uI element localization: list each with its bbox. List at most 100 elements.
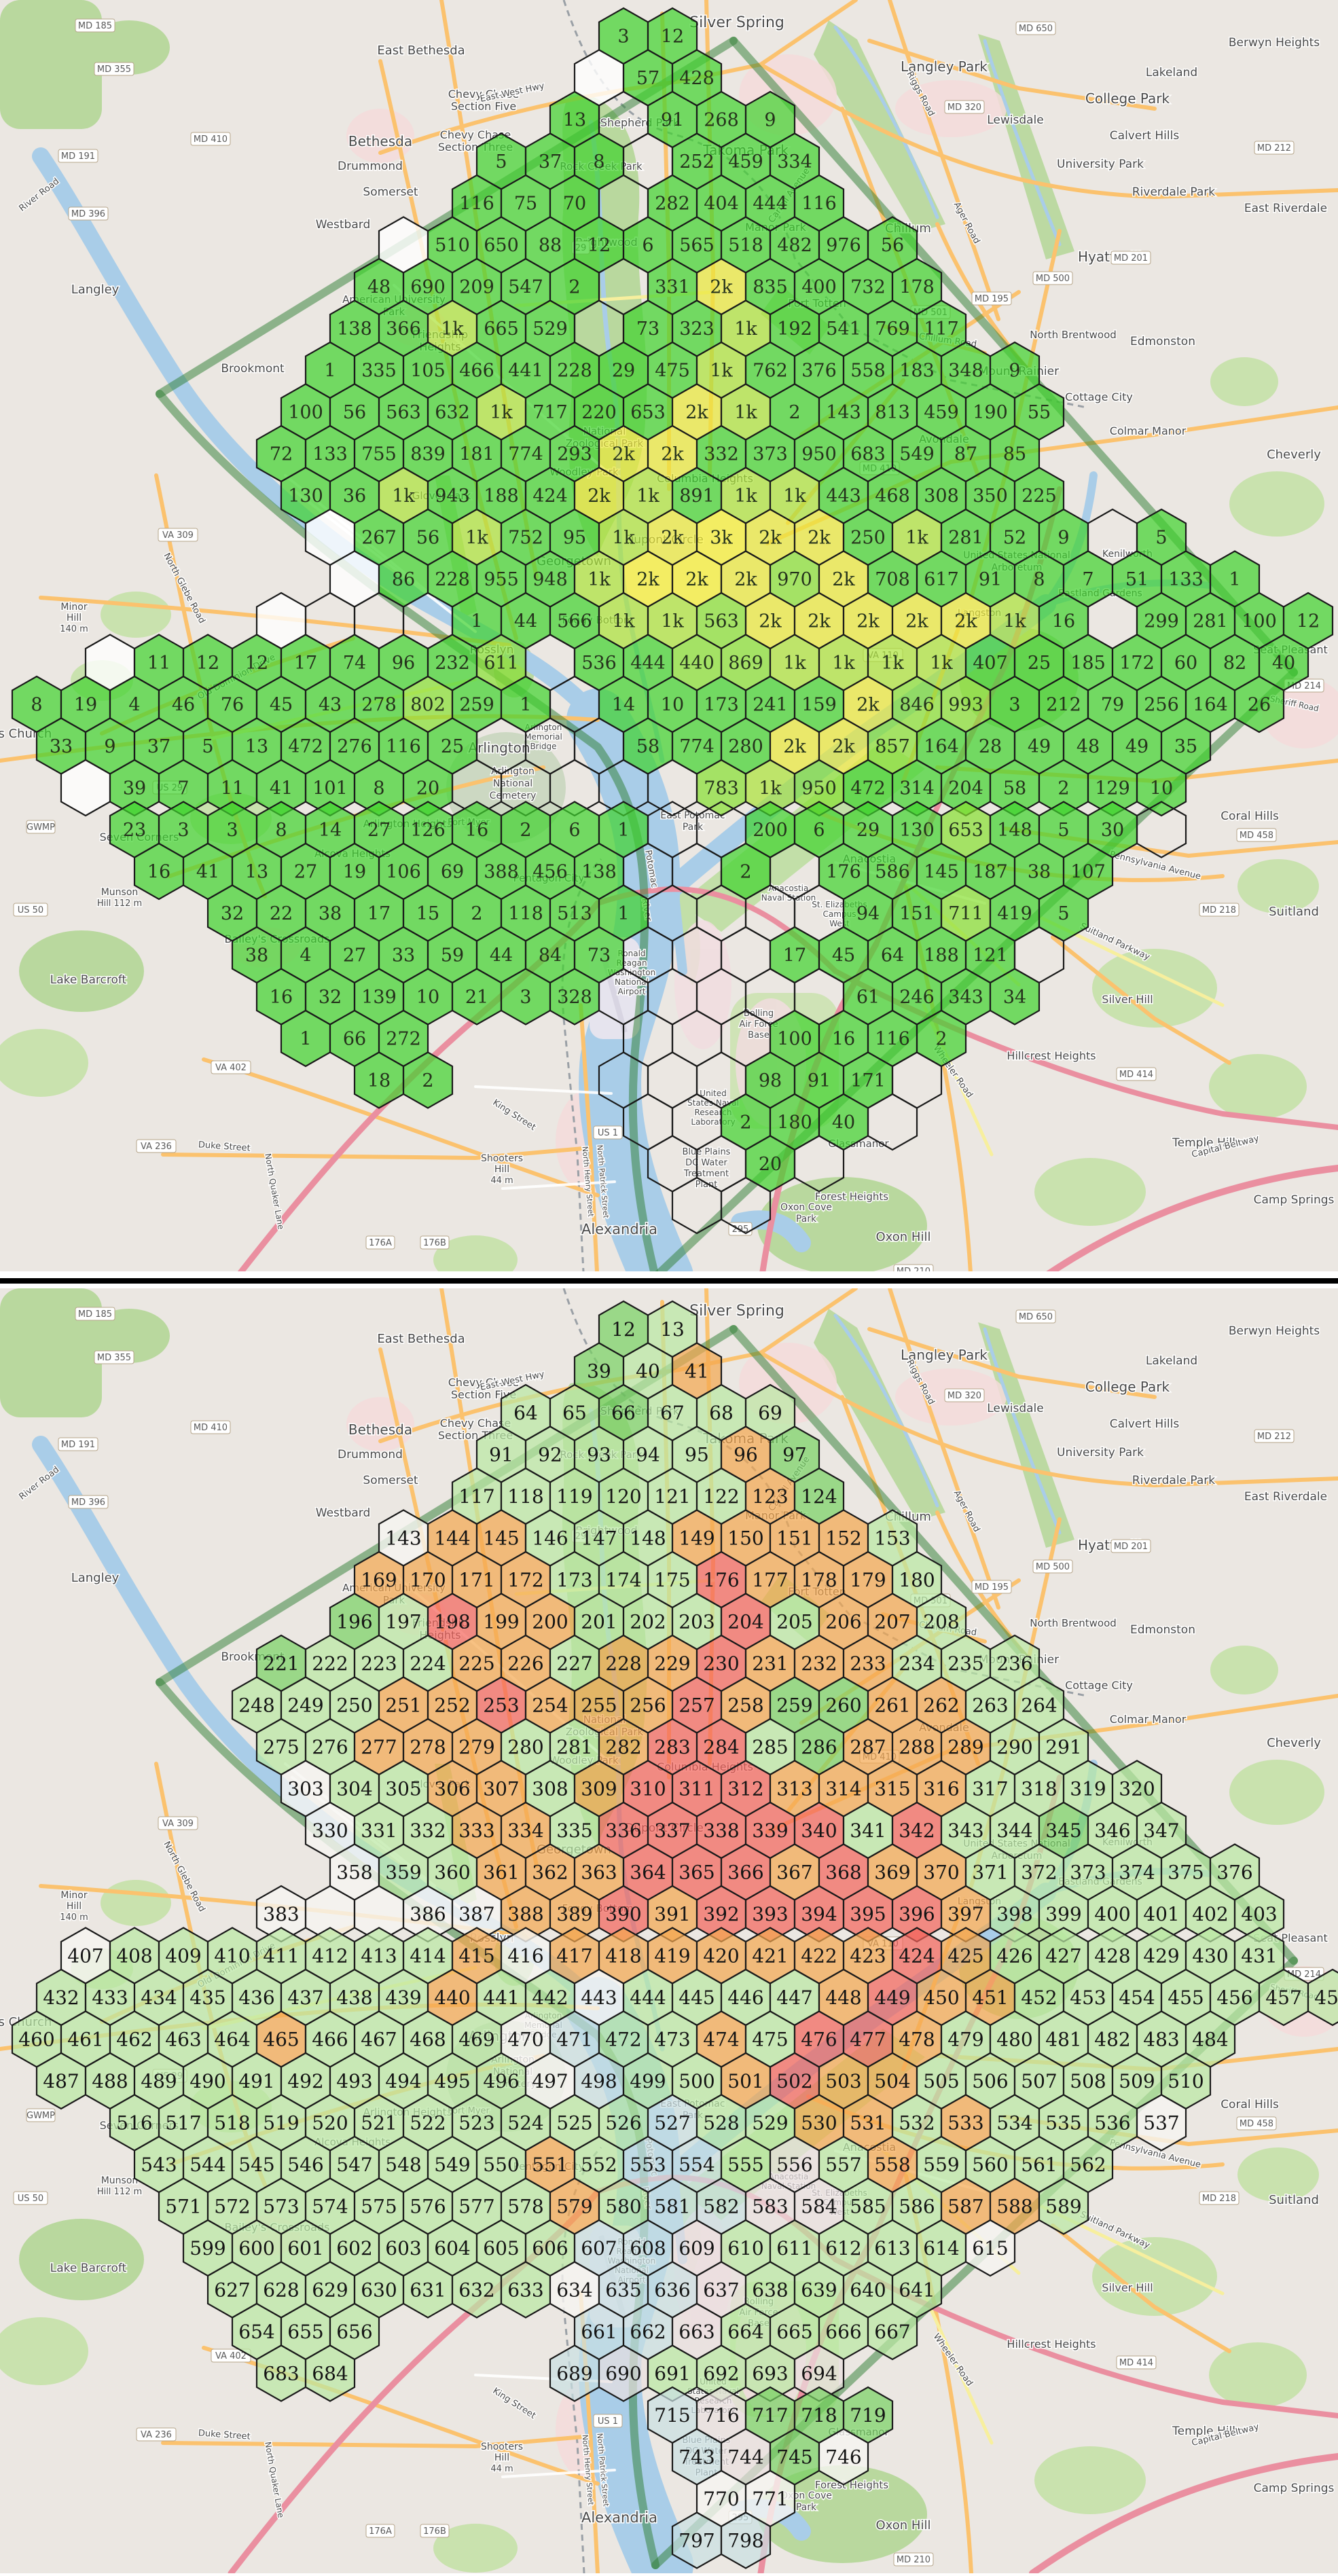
place-label: Westbard bbox=[316, 218, 370, 232]
top-map-canvas[interactable]: Silver Spring East Bethesda Bethesda Chevy … bbox=[0, 0, 1338, 1271]
hex-value-label: 52 bbox=[1003, 528, 1026, 549]
hex-value-label: 76 bbox=[221, 695, 244, 716]
hex-cell[interactable] bbox=[1038, 2177, 1089, 2235]
bottom-map-canvas[interactable]: Silver Spring East Bethesda Bethesda Chevy … bbox=[0, 1288, 1338, 2573]
hex-value-label: 310 bbox=[630, 1778, 666, 1800]
road-shield bbox=[1199, 2191, 1240, 2205]
hex-cell[interactable] bbox=[1307, 1968, 1338, 2027]
hex-value-label: 464 bbox=[214, 2029, 250, 2051]
hex-value-label: 662 bbox=[630, 2321, 666, 2343]
hex-value-label: 143 bbox=[826, 402, 861, 423]
place-label: Edmonston bbox=[1130, 1623, 1195, 1637]
hex-cell[interactable] bbox=[720, 2511, 772, 2569]
road-shield-label: VA 309 bbox=[162, 530, 194, 541]
hex-value-label: 633 bbox=[507, 2279, 543, 2302]
hex-value-label: 75 bbox=[514, 194, 537, 215]
place-label: Colmar Manor bbox=[1110, 1713, 1187, 1726]
hex-value-label: 480 bbox=[996, 2029, 1032, 2051]
hex-value-label: 531 bbox=[850, 2112, 886, 2135]
hex-value-label: 583 bbox=[752, 2196, 788, 2218]
road-shield-label: MD 185 bbox=[78, 1309, 112, 1320]
hex-value-label: 719 bbox=[850, 2404, 886, 2427]
hex-value-label: 654 bbox=[238, 2321, 274, 2343]
hex-value-label: 138 bbox=[581, 862, 617, 883]
hex-value-label: 376 bbox=[801, 361, 837, 382]
hex-value-label: 708 bbox=[875, 569, 910, 590]
hex-value-label: 164 bbox=[1193, 695, 1228, 716]
hex-value-label: 510 bbox=[435, 235, 470, 256]
hex-cell[interactable] bbox=[304, 2344, 356, 2402]
hex-value-label: 130 bbox=[288, 486, 323, 507]
hex-cell[interactable] bbox=[1136, 801, 1187, 858]
place-label: National bbox=[493, 778, 532, 789]
hex-cell[interactable] bbox=[402, 1051, 454, 1109]
hex-cell[interactable] bbox=[1136, 2094, 1187, 2152]
hex-value-label: 581 bbox=[654, 2196, 690, 2218]
hex-cell[interactable] bbox=[1233, 675, 1285, 733]
panel-divider bbox=[0, 1274, 1338, 1288]
hex-value-label: 91 bbox=[808, 1070, 831, 1091]
hex-value-label: 769 bbox=[875, 319, 910, 340]
place-label: Bolling bbox=[744, 1009, 774, 1019]
hex-cell[interactable] bbox=[793, 1135, 845, 1193]
hex-cell[interactable] bbox=[964, 2219, 1016, 2277]
road-shield bbox=[1236, 828, 1277, 842]
hex-value-label: 446 bbox=[727, 1987, 763, 2009]
hex-value-label: 149 bbox=[679, 1527, 715, 1550]
place-label: Munson bbox=[101, 2175, 139, 2186]
hex-value-label: 48 bbox=[367, 277, 391, 298]
road-shield-label: MD 195 bbox=[975, 1582, 1009, 1593]
hex-value-label: 452 bbox=[1021, 1987, 1057, 2009]
hex-cell[interactable] bbox=[1136, 759, 1187, 817]
hex-cell[interactable] bbox=[720, 1176, 772, 1235]
hex-value-label: 2k bbox=[661, 444, 684, 465]
hex-value-label: 14 bbox=[319, 820, 342, 841]
hex-value-label: 408 bbox=[116, 1945, 152, 1967]
hex-value-label: 264 bbox=[1021, 1694, 1057, 1717]
hex-value-label: 471 bbox=[556, 2029, 592, 2051]
road-shield-label: MD 500 bbox=[1036, 274, 1070, 284]
hex-value-label: 525 bbox=[556, 2112, 592, 2135]
hex-value-label: 437 bbox=[287, 1987, 323, 2009]
hex-value-label: 16 bbox=[147, 862, 170, 883]
hex-cell[interactable] bbox=[818, 2428, 869, 2486]
road-shield-label: GWMP bbox=[26, 2111, 55, 2121]
place-label: Plant bbox=[695, 1180, 718, 1190]
hex-value-label: 950 bbox=[801, 444, 837, 465]
hex-value-label: 846 bbox=[899, 695, 935, 716]
hex-cell[interactable] bbox=[867, 2302, 918, 2361]
hex-value-label: 993 bbox=[948, 695, 983, 716]
hex-cell[interactable] bbox=[989, 968, 1041, 1026]
hex-value-label: 279 bbox=[458, 1736, 494, 1758]
hex-value-label: 523 bbox=[458, 2112, 494, 2135]
hex-cell[interactable] bbox=[867, 1093, 918, 1151]
hex-value-label: 655 bbox=[287, 2321, 323, 2343]
hex-value-label: 82 bbox=[1223, 653, 1246, 674]
place-label: Coral Hills bbox=[1221, 810, 1279, 823]
hex-value-label: 410 bbox=[214, 1945, 250, 1967]
road-shield-label: VA 402 bbox=[215, 1063, 247, 1073]
hex-value-label: 632 bbox=[435, 402, 470, 423]
hex-value-label: 444 bbox=[630, 653, 666, 674]
hex-value-label: 529 bbox=[752, 2112, 788, 2135]
road-shield-label: MD 410 bbox=[194, 134, 228, 145]
hex-value-label: 857 bbox=[875, 736, 910, 757]
hex-value-label: 343 bbox=[947, 1819, 983, 1842]
hex-value-label: 288 bbox=[899, 1736, 935, 1758]
hex-value-label: 21 bbox=[465, 987, 488, 1008]
hex-value-label: 203 bbox=[679, 1611, 715, 1633]
hex-value-label: 344 bbox=[996, 1819, 1032, 1842]
hex-value-label: 606 bbox=[532, 2237, 568, 2260]
hex-value-label: 432 bbox=[43, 1987, 79, 2009]
hex-value-label: 159 bbox=[801, 695, 837, 716]
hex-value-label: 309 bbox=[581, 1778, 617, 1800]
hex-value-label: 407 bbox=[67, 1945, 103, 1967]
road-shield bbox=[1110, 251, 1151, 265]
hex-value-label: 12 bbox=[196, 653, 219, 674]
place-label: Shooters bbox=[481, 2442, 523, 2452]
road-shield bbox=[68, 206, 109, 221]
hex-value-label: 6 bbox=[813, 820, 825, 841]
hex-value-label: 345 bbox=[1045, 1819, 1081, 1842]
hex-value-label: 204 bbox=[948, 778, 983, 799]
hex-value-label: 222 bbox=[312, 1652, 348, 1675]
